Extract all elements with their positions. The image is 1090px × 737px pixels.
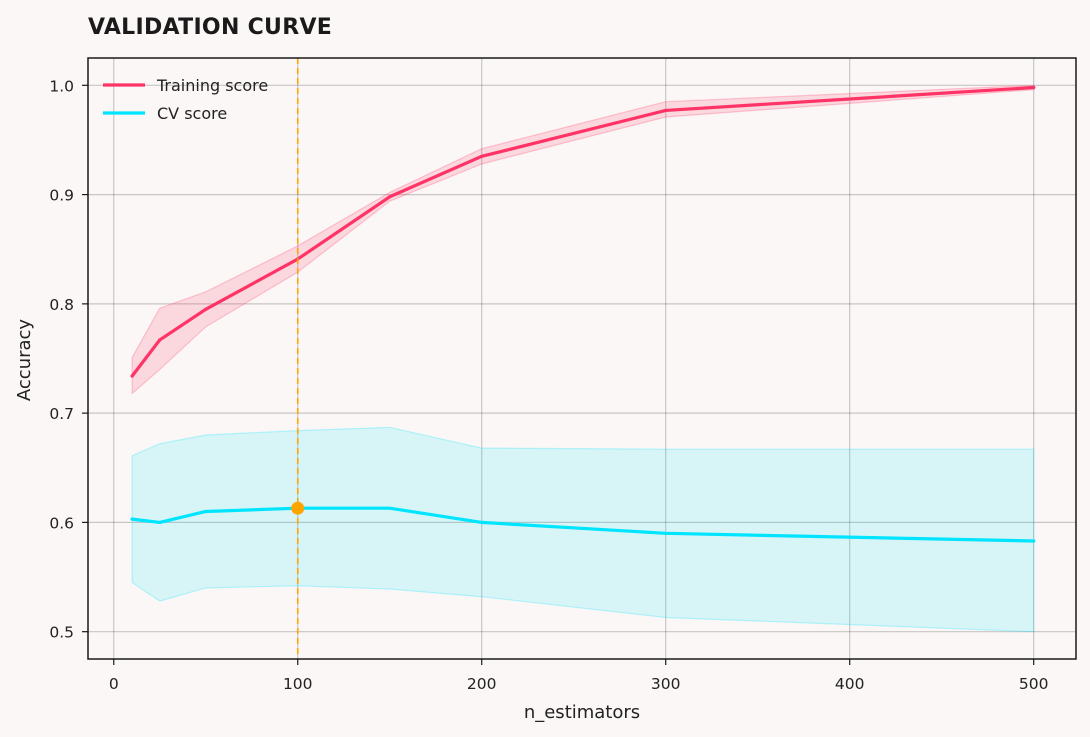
data-point-series-0 xyxy=(130,374,134,378)
y-tick-label: 0.8 xyxy=(49,296,74,314)
data-point-series-1 xyxy=(204,509,208,514)
data-point-series-0 xyxy=(158,338,162,342)
data-point-series-1 xyxy=(130,517,134,521)
data-point-series-1 xyxy=(388,506,392,510)
y-tick-label: 0.7 xyxy=(49,405,74,423)
x-tick-label: 400 xyxy=(835,675,865,693)
y-axis-label: Accuracy xyxy=(14,319,35,402)
y-tick-label: 0.5 xyxy=(49,624,74,642)
grid xyxy=(88,58,1076,659)
legend-label-series-1: CV score xyxy=(157,104,227,123)
x-tick-label: 500 xyxy=(1019,675,1049,693)
band-series-0 xyxy=(131,84,1035,395)
data-point-series-0 xyxy=(388,195,392,199)
data-point-series-1 xyxy=(664,531,668,535)
x-tick-label: 100 xyxy=(283,675,313,693)
legend: Training score CV score xyxy=(103,76,268,123)
plot-frame xyxy=(87,57,1077,660)
x-axis-label: n_estimators xyxy=(524,702,640,723)
line-series-1 xyxy=(130,506,1036,543)
data-point-series-1 xyxy=(158,520,162,525)
chart-title: VALIDATION CURVE xyxy=(88,15,332,40)
legend-label-series-0: Training score xyxy=(156,76,268,95)
line-series-0 xyxy=(130,85,1036,378)
x-tick-label: 300 xyxy=(651,675,681,693)
x-tick-label: 200 xyxy=(467,675,497,693)
best-parameter-annotation xyxy=(291,58,305,659)
best-score-marker xyxy=(291,501,305,515)
data-point-series-0 xyxy=(1032,85,1036,90)
x-tick-label: 0 xyxy=(109,675,119,693)
y-tick-label: 0.6 xyxy=(49,514,74,532)
data-point-series-0 xyxy=(204,307,208,311)
data-point-series-1 xyxy=(1032,539,1036,543)
data-point-series-0 xyxy=(480,154,484,158)
data-point-series-1 xyxy=(480,520,484,525)
data-point-series-0 xyxy=(664,108,668,113)
confidence-bands xyxy=(131,84,1035,633)
y-tick-label: 0.9 xyxy=(49,187,74,205)
axis-ticks: 0 100 200 300 400 500 0.5 0.6 0.7 0.8 0.9 1.0 xyxy=(49,77,1048,693)
y-tick-label: 1.0 xyxy=(49,77,74,95)
